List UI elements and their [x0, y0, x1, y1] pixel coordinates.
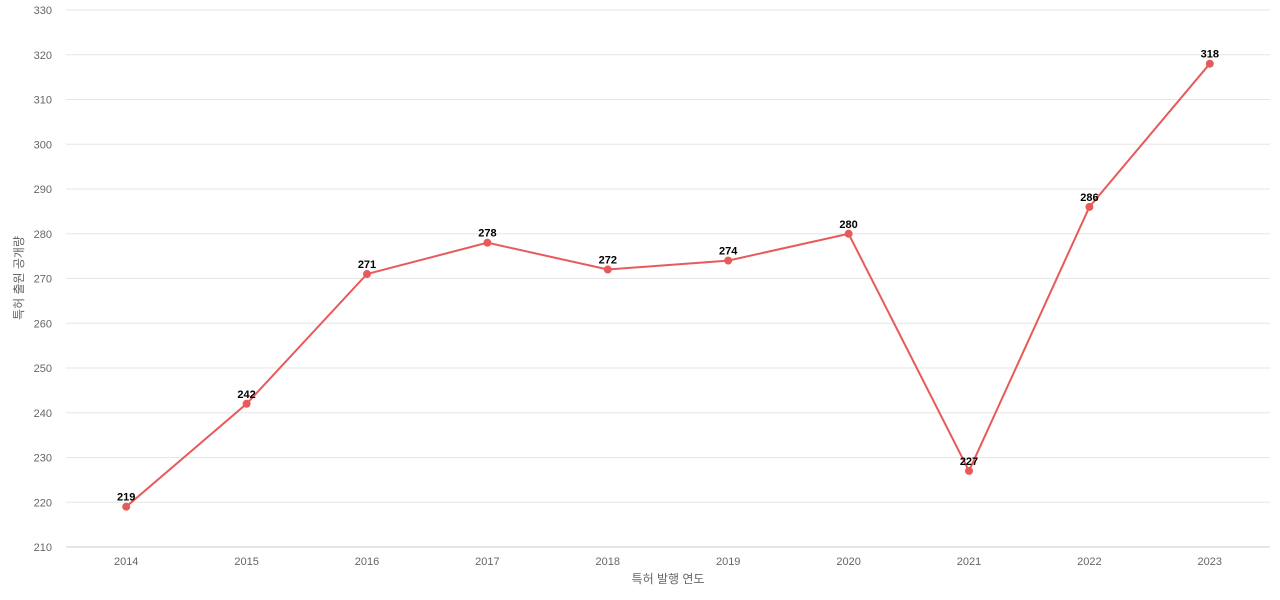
data-label: 272: [599, 255, 617, 267]
data-point: [1085, 202, 1094, 211]
y-tick-label: 260: [34, 318, 52, 330]
y-tick-label: 330: [34, 5, 52, 17]
x-tick-label: 2015: [234, 556, 258, 568]
data-labels: 219 242 271 278 272 274 280 227 286 318: [117, 49, 1219, 504]
data-label: 286: [1080, 192, 1098, 204]
x-axis-ticks: 2014 2015 2016 2017 2018 2019 2020 2021 2022 2023: [114, 556, 1222, 568]
y-tick-label: 240: [34, 408, 52, 420]
data-point: [724, 256, 733, 265]
y-tick-label: 290: [34, 184, 52, 196]
gridlines: [66, 9, 1270, 548]
y-tick-label: 270: [34, 274, 52, 286]
y-tick-label: 250: [34, 363, 52, 375]
data-label: 274: [719, 246, 738, 258]
y-tick-label: 320: [34, 50, 52, 62]
x-tick-label: 2014: [114, 556, 138, 568]
x-tick-label: 2021: [957, 556, 981, 568]
x-tick-label: 2023: [1198, 556, 1222, 568]
y-tick-label: 220: [34, 497, 52, 509]
y-axis-ticks: 210 220 230 240 250 260 270 280 290 300 310 320 330: [34, 5, 52, 554]
x-tick-label: 2019: [716, 556, 740, 568]
data-label: 242: [237, 389, 255, 401]
data-point: [603, 265, 612, 274]
data-point: [122, 502, 131, 511]
data-point: [483, 238, 492, 247]
data-label: 271: [358, 259, 376, 271]
data-point: [965, 466, 973, 475]
data-label: 227: [960, 456, 978, 468]
data-label: 318: [1201, 49, 1219, 61]
data-point: [363, 270, 371, 279]
x-tick-label: 2022: [1077, 556, 1101, 568]
data-label: 278: [478, 228, 496, 240]
y-tick-label: 300: [34, 139, 52, 151]
data-label: 219: [117, 492, 135, 504]
y-tick-label: 280: [34, 229, 52, 241]
x-tick-label: 2018: [596, 556, 620, 568]
data-label: 280: [839, 219, 857, 231]
x-tick-label: 2020: [836, 556, 860, 568]
series-line: [125, 63, 1211, 508]
data-point: [1205, 59, 1214, 68]
data-point: [844, 229, 853, 238]
y-tick-label: 230: [34, 453, 52, 465]
series: [122, 59, 1214, 511]
x-tick-label: 2017: [475, 556, 499, 568]
y-tick-label: 310: [34, 95, 52, 107]
y-axis-title: 특허 출원 공개량: [12, 236, 26, 320]
x-tick-label: 2016: [355, 556, 379, 568]
y-tick-label: 210: [34, 542, 52, 554]
x-axis-title: 특허 발행 연도: [632, 571, 705, 586]
data-point: [242, 399, 251, 408]
